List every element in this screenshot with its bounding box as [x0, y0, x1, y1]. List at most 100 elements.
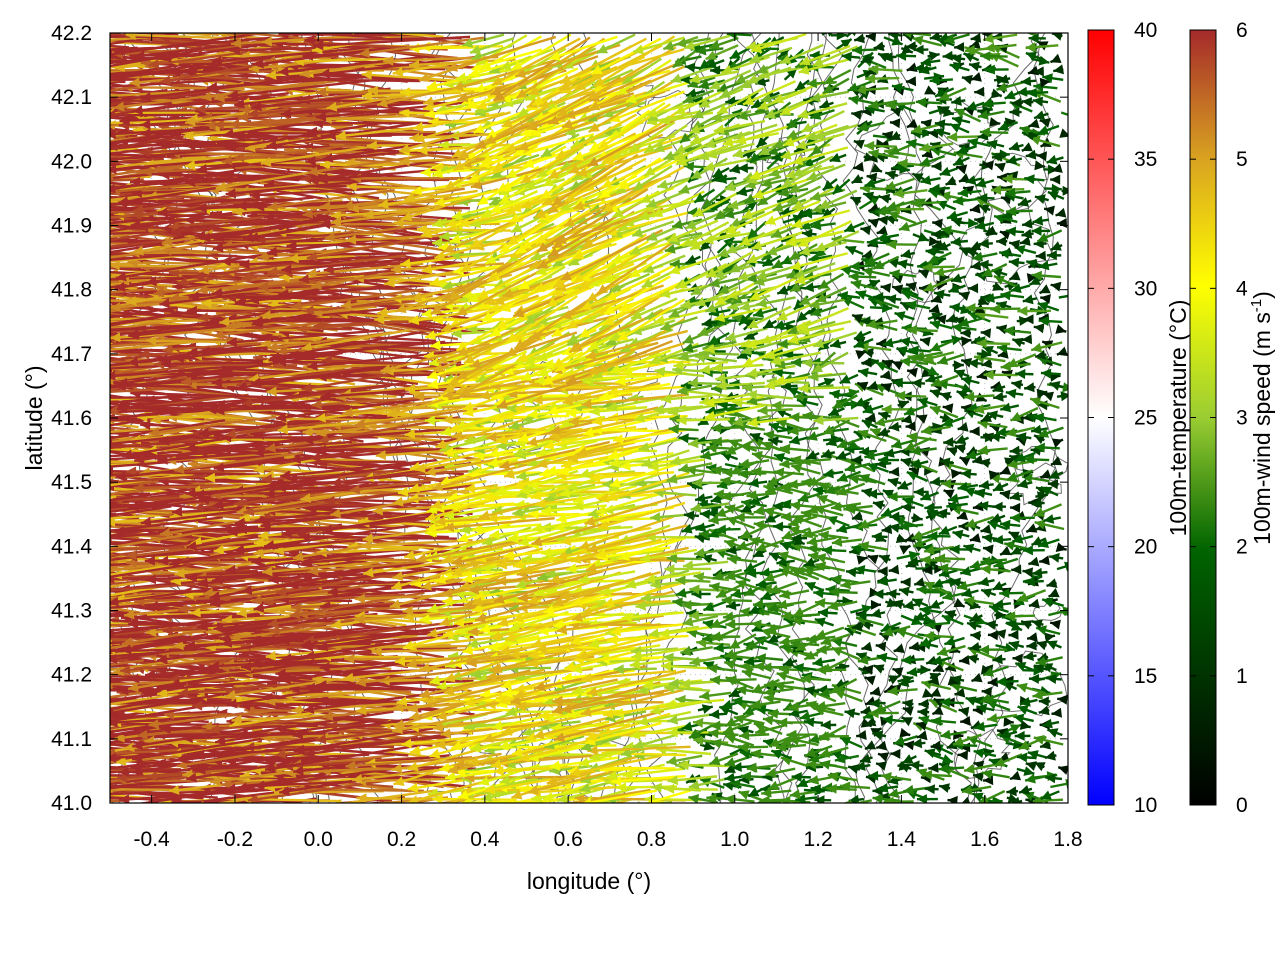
wind-vector	[916, 730, 928, 741]
wind-vector-head	[39, 607, 49, 617]
wind-vector-head	[1048, 588, 1060, 598]
wind-vector-head	[7, 612, 17, 622]
wind-vector	[947, 795, 958, 803]
wind-vector	[110, 709, 116, 713]
wind-vector	[890, 748, 901, 759]
wind-vector	[110, 786, 127, 790]
wind-vector	[110, 752, 236, 770]
wind-vector	[1036, 640, 1048, 651]
wind-vector-head	[37, 770, 47, 780]
wind-vector	[961, 785, 992, 795]
wind-vector-head	[526, 808, 537, 818]
wind-vector-head	[899, 728, 911, 738]
wind-vector	[846, 799, 873, 803]
wind-vector	[247, 778, 391, 803]
wind-vector	[110, 753, 126, 757]
wind-vector	[581, 789, 657, 803]
wind-vector-head	[0, 691, 6, 701]
wind-vector	[930, 753, 954, 764]
wind-vector-head	[1025, 773, 1036, 784]
wind-vector	[782, 657, 798, 667]
wind-vector-head	[74, 632, 84, 642]
wind-vector-head	[63, 711, 74, 721]
wind-vector	[916, 794, 938, 803]
wind-vector	[499, 767, 552, 785]
wind-vector	[1051, 707, 1062, 718]
wind-vector	[1012, 653, 1023, 664]
wind-vector	[972, 771, 984, 782]
wind-vector-head	[870, 686, 881, 697]
wind-vector	[873, 664, 885, 674]
wind-vector	[724, 794, 755, 803]
wind-vector	[921, 770, 952, 780]
wind-vector-head	[75, 814, 86, 824]
wind-vector-head	[981, 769, 993, 780]
wind-vector-head	[973, 771, 984, 782]
wind-vector-shaft	[367, 800, 385, 803]
wind-vector-head	[724, 763, 736, 773]
wind-vector-head	[466, 806, 477, 816]
wind-vector-head	[599, 805, 610, 815]
wind-vector-shaft	[597, 766, 676, 770]
wind-vector-shaft	[110, 787, 219, 792]
wind-vector-head	[667, 775, 679, 786]
wind-vector-head	[651, 782, 662, 793]
wind-vector-head	[82, 588, 93, 598]
wind-vector	[819, 759, 848, 770]
wind-vector-head	[62, 752, 72, 762]
wind-vector-head	[40, 591, 51, 601]
wind-vector	[1046, 674, 1062, 684]
wind-vector	[883, 796, 914, 803]
wind-vector	[110, 556, 127, 561]
wind-vector-head	[75, 776, 85, 786]
wind-vector-head	[28, 658, 38, 668]
wind-vector	[960, 716, 971, 726]
wind-vector-shaft	[110, 779, 206, 788]
wind-vector	[511, 766, 608, 800]
wind-vector	[110, 687, 118, 691]
wind-vector-head	[848, 794, 860, 803]
wind-vector-head	[87, 698, 97, 708]
wind-vector	[569, 754, 663, 778]
wind-vector-head	[110, 708, 111, 710]
wind-vector-head	[69, 696, 80, 706]
wind-vector-head	[38, 584, 49, 594]
wind-vector-head	[546, 775, 558, 786]
wind-vector-head	[917, 707, 928, 718]
wind-vector-head	[511, 790, 523, 800]
wind-vector-head	[22, 706, 33, 716]
wind-vector-head	[78, 561, 88, 571]
wind-vector-head	[768, 780, 780, 790]
wind-vector-head	[738, 790, 750, 800]
wind-vector-shaft	[286, 800, 303, 803]
wind-vector	[812, 657, 836, 667]
wind-vector-head	[528, 810, 539, 820]
wind-vector-head	[780, 796, 791, 803]
wind-vector-head	[740, 771, 752, 782]
wind-vector-head	[132, 803, 142, 813]
wind-vector-head	[7, 609, 17, 619]
wind-vector-head	[17, 588, 28, 598]
wind-vector-head	[1032, 795, 1043, 803]
wind-vector-head	[909, 760, 920, 771]
wind-vector-shaft	[110, 577, 118, 581]
wind-vector-head	[60, 718, 70, 728]
wind-vector-head	[498, 802, 499, 803]
wind-vector-head	[15, 624, 26, 634]
wind-vector-head	[455, 767, 466, 778]
wind-vector-head	[1045, 750, 1056, 761]
wind-vector-head	[724, 794, 735, 803]
wind-vector-head	[161, 816, 172, 826]
wind-vector-head	[75, 625, 86, 635]
wind-vector	[1025, 761, 1037, 771]
wind-vector-head	[407, 782, 419, 793]
wind-vector-head	[960, 716, 971, 726]
wind-vector-head	[961, 785, 973, 795]
wind-vector-head	[344, 654, 355, 664]
wind-vector	[110, 559, 115, 563]
wind-vector-head	[1027, 632, 1038, 642]
wind-vector-shaft	[110, 775, 112, 778]
wind-vector	[110, 635, 111, 638]
wind-vector-head	[622, 769, 633, 780]
wind-vector-head	[666, 755, 678, 766]
